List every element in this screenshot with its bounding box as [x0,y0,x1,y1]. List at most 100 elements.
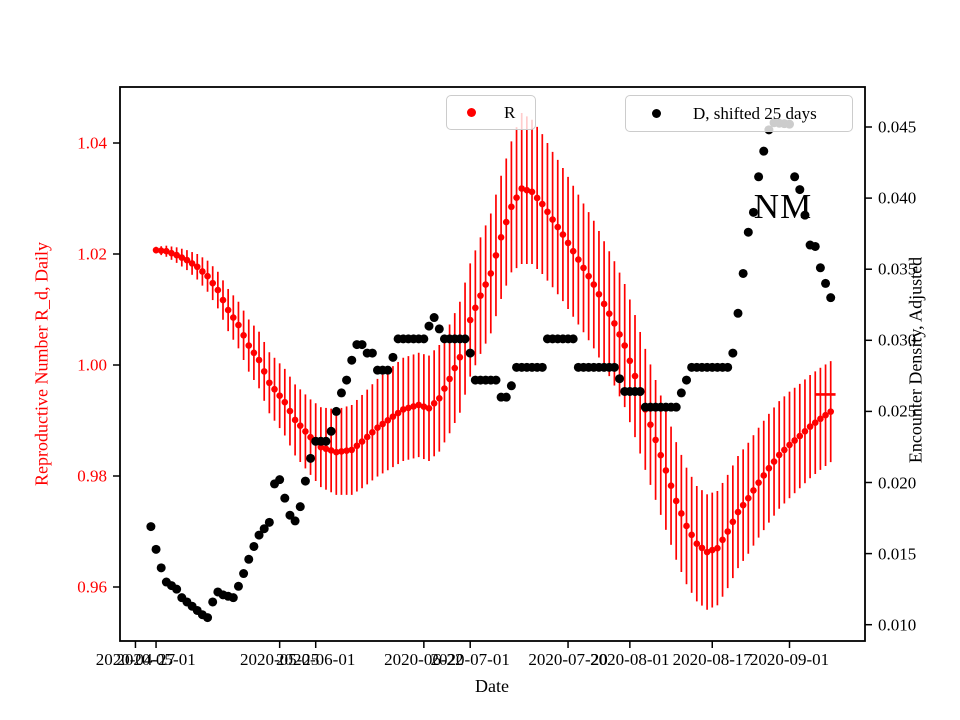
data-point-d [434,324,444,334]
data-point-d [826,293,836,303]
data-point-r [168,249,175,257]
data-point-r [518,185,525,192]
x-tick-label: 2020-08-01 [590,650,670,669]
data-point-d [743,227,753,237]
data-point-r [528,188,536,196]
data-point-r [708,546,716,554]
data-point-r [255,356,263,364]
data-point-r [806,423,814,430]
data-point-r [260,368,268,375]
data-point-r [430,399,438,407]
data-point-r [631,372,639,380]
x-tick-label: 2020-06-22 [384,650,464,669]
data-point-d [244,554,254,564]
y-tick-label-right: 0.035 [878,259,917,279]
data-point-r [152,246,160,254]
data-point-d [491,375,501,385]
data-point-r [502,218,510,226]
data-point-r [539,200,546,208]
data-point-d [723,362,733,372]
data-point-r [765,464,773,472]
data-point-d [388,352,398,362]
y-tick-label-right: 0.010 [878,615,917,635]
data-point-r [678,510,685,517]
data-point-r [466,316,474,324]
y-tick-label-right: 0.030 [878,330,917,350]
data-point-r [688,531,695,539]
data-point-r [811,419,819,427]
data-point-d [254,530,264,540]
legend-r: R [446,95,536,130]
data-point-r [786,441,793,449]
data-point-r [250,349,258,357]
data-point-r [374,424,381,432]
data-point-r [183,256,191,264]
x-tick-label: 2020-06-01 [276,650,356,669]
legend-d-shifted: D, shifted 25 days [625,95,853,132]
data-point-r [745,494,752,502]
data-point-r [739,501,747,509]
x-tick-label: 2020-08-17 [672,650,752,669]
data-point-r [817,415,824,423]
data-point-r [801,428,809,435]
data-point-d [249,541,259,551]
data-point-r [410,403,417,410]
data-point-r [497,234,505,241]
data-point-d [609,362,619,372]
data-point-d [172,584,182,594]
data-point-d [821,278,831,288]
data-point-r [770,458,778,465]
y-tick-label-left: 1.04 [77,133,107,153]
data-point-d [342,375,352,385]
data-point-r [338,448,345,455]
data-point-r [719,536,726,544]
data-point-r [271,385,278,393]
data-point-d [738,268,748,278]
data-point-r [209,279,216,287]
y-tick-label-right: 0.045 [878,117,917,137]
data-point-r [605,310,613,317]
data-point-r [667,482,675,490]
data-point-r [472,304,479,312]
data-point-d [759,146,769,156]
data-point-d [537,362,547,372]
data-point-r [178,254,186,261]
data-point-r [585,272,592,280]
data-point-d [228,593,238,603]
data-point-r [714,544,721,552]
data-point-r [405,404,412,412]
data-point-r [436,395,443,402]
data-point-r [456,353,464,361]
data-point-r [580,264,587,272]
data-point-r [245,342,253,349]
x-tick-label: 2020-05-01 [116,650,196,669]
data-point-r [482,281,489,288]
data-point-d [800,210,810,220]
data-point-r [188,260,196,267]
data-point-d [615,374,625,384]
legend-d-label: D, shifted 25 days [693,103,817,123]
data-point-d [156,563,166,573]
data-point-r [230,314,237,321]
data-point-d [795,185,805,195]
data-point-d [321,436,331,446]
data-point-r [327,447,335,454]
data-point-r [281,398,289,406]
data-point-r [276,392,283,400]
data-point-r [693,540,701,548]
data-point-r [369,429,376,436]
x-tick-label: 2020-04-27 [95,650,176,669]
data-point-r [379,420,386,428]
data-point-r [760,472,768,479]
data-point-d [336,388,346,398]
data-point-r [193,263,201,271]
data-point-r [451,364,459,372]
data-point-r [204,272,211,280]
data-point-d [810,241,820,251]
data-point-r [446,375,453,383]
data-point-r [389,413,397,420]
data-point-r [420,403,428,410]
data-point-r [775,451,783,459]
data-point-r [291,416,299,424]
data-point-r [477,292,484,299]
